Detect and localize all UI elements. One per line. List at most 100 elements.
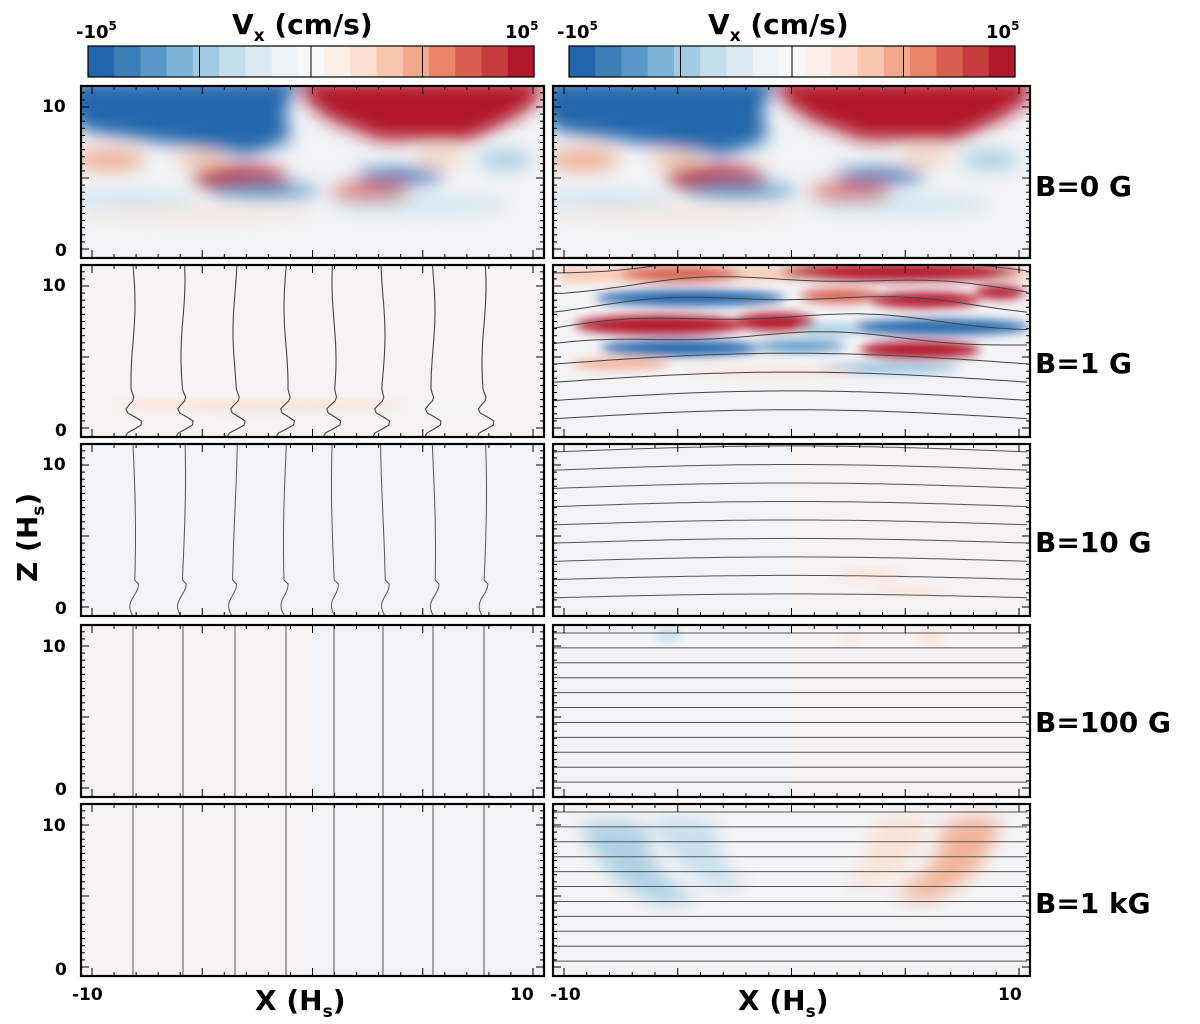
field-line bbox=[553, 593, 1028, 599]
field-line bbox=[553, 556, 1028, 562]
field-line bbox=[553, 352, 1028, 365]
panel-b100-left bbox=[81, 625, 544, 797]
colorbar-cell bbox=[962, 46, 990, 77]
field-line bbox=[553, 390, 1028, 402]
colorbar-left-max: 105 bbox=[505, 19, 538, 43]
panel-b10-left bbox=[81, 444, 544, 616]
z-tick-10: 10 bbox=[42, 637, 66, 657]
field-line bbox=[424, 265, 442, 437]
colorbar-cell bbox=[324, 46, 351, 77]
field-line bbox=[380, 444, 390, 616]
colorbar-cell bbox=[883, 46, 911, 77]
field-line bbox=[553, 296, 1028, 313]
colorbar-cell bbox=[569, 46, 596, 77]
field-line bbox=[553, 409, 1028, 420]
colorbar-left-min: -105 bbox=[76, 19, 117, 43]
field-line bbox=[478, 444, 489, 616]
field-line bbox=[553, 574, 1028, 581]
panel-b1-left bbox=[81, 265, 544, 437]
panel-b1k-right bbox=[553, 804, 1030, 976]
y-axis-label: Z (Hs) bbox=[11, 493, 49, 582]
x-tick-right-min: -10 bbox=[550, 985, 581, 1005]
row-label-b1k: B=1 kG bbox=[1035, 887, 1151, 920]
row-label-b100: B=100 G bbox=[1035, 706, 1171, 739]
field-line bbox=[228, 444, 238, 616]
colorbar-cell bbox=[88, 46, 115, 77]
colorbar-cell bbox=[376, 46, 404, 77]
colorbar-left-cells bbox=[88, 46, 535, 77]
field-line bbox=[553, 313, 1028, 330]
colorbar-left-label: Vx (cm/s) bbox=[232, 8, 373, 46]
row-label-b0: B=0 G bbox=[1035, 170, 1132, 203]
field-line bbox=[322, 265, 342, 437]
z-tick-10: 10 bbox=[42, 97, 66, 117]
colorbar-cell bbox=[988, 46, 1016, 77]
colorbar-cell bbox=[595, 46, 623, 77]
field-line bbox=[226, 265, 246, 437]
panel-b0-left bbox=[81, 86, 544, 258]
field-line bbox=[280, 444, 289, 616]
field-line bbox=[124, 265, 143, 437]
colorbar-cell bbox=[700, 46, 728, 77]
field-line bbox=[476, 265, 495, 437]
colorbar-right: -105 105 Vx (cm/s) bbox=[557, 8, 1019, 78]
field-line bbox=[330, 444, 339, 616]
z-tick-labels: 10 0 10 0 10 0 10 0 10 0 bbox=[42, 97, 67, 980]
field-line bbox=[175, 265, 194, 437]
colorbar-cell bbox=[429, 46, 456, 77]
field-line bbox=[429, 444, 440, 616]
field-line bbox=[553, 519, 1028, 526]
field-line bbox=[553, 276, 1028, 295]
z-tick-10: 10 bbox=[42, 816, 66, 836]
colorbar-right-max: 105 bbox=[986, 19, 1019, 43]
field-line bbox=[372, 265, 391, 437]
x-tick-left-min: -10 bbox=[72, 985, 103, 1005]
colorbar-cell bbox=[481, 46, 509, 77]
x-axis-label-right: X (Hs) bbox=[738, 984, 829, 1022]
z-tick-10: 10 bbox=[42, 455, 66, 475]
field-line bbox=[553, 331, 1027, 346]
z-tick-0: 0 bbox=[55, 241, 67, 261]
row-label-b10: B=10 G bbox=[1035, 526, 1152, 559]
panel-b0-right bbox=[553, 86, 1030, 258]
colorbar-cell bbox=[726, 46, 754, 77]
colorbar-cell bbox=[673, 46, 701, 77]
colorbar-right-cells bbox=[569, 46, 1016, 77]
row-label-b1: B=1 G bbox=[1035, 347, 1132, 380]
z-tick-10: 10 bbox=[42, 276, 66, 296]
colorbar-left: -105 105 Vx (cm/s) bbox=[76, 8, 538, 78]
panel-b1-right bbox=[553, 265, 1030, 437]
z-tick-0: 0 bbox=[55, 599, 67, 619]
colorbar-cell bbox=[910, 46, 937, 77]
colorbar-right-min: -105 bbox=[557, 19, 598, 43]
colorbar-cell bbox=[936, 46, 964, 77]
field-line bbox=[553, 445, 1028, 453]
panel-frames bbox=[79, 84, 1032, 978]
colorbar-right-label: Vx (cm/s) bbox=[708, 8, 849, 46]
colorbar-cell bbox=[857, 46, 885, 77]
colorbar-cell bbox=[245, 46, 273, 77]
field-line bbox=[553, 501, 1028, 508]
panel-b10-right bbox=[553, 444, 1030, 616]
z-tick-0: 0 bbox=[55, 960, 67, 980]
colorbar-cell bbox=[192, 46, 220, 77]
colorbar-cell bbox=[166, 46, 194, 77]
panel-b1k-left bbox=[81, 804, 544, 976]
colorbar-cell bbox=[831, 46, 859, 77]
colorbar-cell bbox=[219, 46, 247, 77]
field-line bbox=[176, 444, 187, 616]
colorbar-cell bbox=[805, 46, 832, 77]
colorbar-cell bbox=[271, 46, 299, 77]
x-tick-left-max: 10 bbox=[510, 985, 534, 1005]
field-line bbox=[553, 371, 1028, 383]
field-line bbox=[553, 482, 1028, 489]
panel-b100-right bbox=[553, 625, 1030, 797]
colorbar-cell bbox=[140, 46, 168, 77]
colorbar-cell bbox=[350, 46, 378, 77]
x-tick-right-max: 10 bbox=[998, 985, 1022, 1005]
colorbar-cell bbox=[402, 46, 430, 77]
field-line bbox=[553, 464, 1028, 471]
x-axis-label-left: X (Hs) bbox=[255, 984, 346, 1022]
field-line bbox=[275, 265, 296, 437]
